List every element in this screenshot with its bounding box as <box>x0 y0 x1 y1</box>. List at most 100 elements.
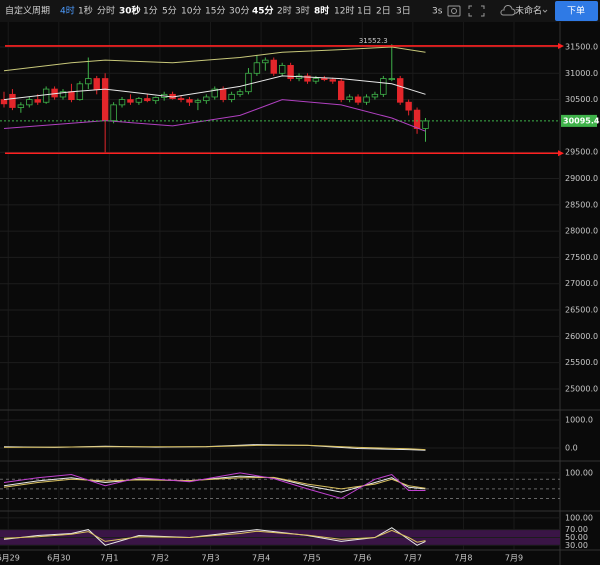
rsi-line <box>3 529 426 543</box>
candle-body <box>397 78 404 103</box>
candle-body <box>76 83 84 100</box>
price-tick-label: 28500.0 <box>565 200 598 209</box>
price-tick-label: 27000.0 <box>565 279 598 288</box>
candle-body <box>34 99 41 103</box>
toolbar-item[interactable]: 12时 <box>334 5 354 17</box>
toolbar-item[interactable]: 3时 <box>295 5 310 17</box>
price-tick-label: 29500.0 <box>565 148 598 157</box>
rsi-tick-label: 50.00 <box>565 533 588 542</box>
order-button-label[interactable]: 下单 <box>567 5 585 17</box>
camera-lens <box>451 8 457 14</box>
candle-body <box>127 99 134 103</box>
price-tick-label: 25500.0 <box>565 358 598 367</box>
toolbar-item[interactable]: 5分 <box>162 6 177 17</box>
candle-body <box>329 79 336 82</box>
last-price-box <box>561 114 597 127</box>
candle-body <box>413 109 421 129</box>
candle-body <box>59 91 67 98</box>
candle-body <box>380 78 387 95</box>
candle-body <box>337 80 345 100</box>
last-price-label: 30095.4 <box>563 116 600 125</box>
refresh-rate[interactable]: 3s <box>432 7 443 17</box>
candle-body <box>363 96 370 103</box>
toolbar-item[interactable]: 4时 <box>60 5 75 17</box>
price-tick-label: 26000.0 <box>565 332 598 341</box>
band-line <box>3 46 426 72</box>
price-tick-label: 28000.0 <box>565 227 598 236</box>
cloud-icon[interactable] <box>500 5 516 16</box>
candle-body <box>253 62 261 74</box>
toolbar-item[interactable]: 1日 <box>357 6 372 17</box>
fullscreen-icon[interactable] <box>468 5 485 17</box>
candle-body <box>219 88 227 100</box>
toolbar-item[interactable]: 1秒 <box>78 5 93 17</box>
camera-icon[interactable] <box>447 5 461 17</box>
candle-body <box>312 78 320 82</box>
candle-body <box>422 120 429 129</box>
x-tick-label: 7月7 <box>404 554 422 563</box>
price-tick-label: 29000.0 <box>565 174 598 183</box>
price-tick-label: 26500.0 <box>565 306 598 315</box>
toolbar-item[interactable]: 10分 <box>181 6 201 17</box>
high-annotation: 31552.3 <box>359 37 388 45</box>
toolbar-item[interactable]: 2时 <box>277 5 292 17</box>
layout-name[interactable]: 未命名 <box>515 5 542 17</box>
candle-body <box>346 96 353 100</box>
candle-body <box>186 99 193 103</box>
toolbar-item[interactable]: 15分 <box>205 6 225 17</box>
candle-body <box>9 93 16 108</box>
candle-body <box>26 99 33 106</box>
macd-tick-label: 0.0 <box>565 443 578 452</box>
candle-body <box>321 78 328 81</box>
candle-body <box>388 78 395 80</box>
toolbar-item[interactable]: 1分 <box>143 6 158 17</box>
level-arrow <box>558 150 564 157</box>
rsi-tick-label: 70.00 <box>565 525 588 534</box>
candle-body <box>135 98 143 103</box>
price-tick-label: 25000.0 <box>565 384 598 393</box>
toolbar-item[interactable]: 30分 <box>229 6 249 17</box>
candle-body <box>405 101 412 111</box>
candle-body <box>152 97 159 102</box>
candle-body <box>93 78 100 90</box>
order-button[interactable] <box>555 1 598 21</box>
toolbar-item[interactable]: 自定义周期 <box>5 5 50 17</box>
candle-body <box>194 100 202 103</box>
rsi-tick-label: 30.00 <box>565 541 588 550</box>
toolbar-item[interactable]: 分时 <box>97 5 115 17</box>
toolbar-item[interactable]: 8时 <box>314 5 329 17</box>
candle-body <box>236 91 244 95</box>
candle-body <box>101 78 109 122</box>
price-tick-label: 30500.0 <box>565 95 598 104</box>
x-tick-label: 7月8 <box>454 554 472 563</box>
candle-body <box>110 104 117 122</box>
x-tick-label: 7月9 <box>505 554 523 563</box>
candle-body <box>177 98 185 101</box>
toolbar-item[interactable]: 30秒 <box>119 5 141 17</box>
candle-body <box>270 59 277 74</box>
rsi-tick-label: 100.00 <box>565 513 593 522</box>
candle-body <box>42 88 50 103</box>
band-line <box>3 99 426 132</box>
candle-body <box>118 99 126 106</box>
kdj-tick-label: 100.00 <box>565 468 593 477</box>
x-tick-label: 7月2 <box>151 554 169 563</box>
price-tick-label: 31500.0 <box>565 42 598 51</box>
level-arrow <box>558 42 564 49</box>
candle-body <box>68 91 75 100</box>
band-line <box>3 75 426 101</box>
macd-line <box>3 444 426 451</box>
kdj-line <box>3 475 426 493</box>
dropdown-arrow[interactable] <box>542 9 548 13</box>
kdj-line <box>3 472 426 500</box>
toolbar-item[interactable]: 45分 <box>252 5 274 17</box>
candle-body <box>85 78 92 85</box>
toolbar-item[interactable]: 3日 <box>396 6 411 17</box>
candle-body <box>0 99 8 105</box>
x-tick-label: 6月29 <box>0 554 20 563</box>
toolbar-item[interactable]: 2日 <box>376 6 391 17</box>
x-tick-label: 7月4 <box>252 554 270 563</box>
